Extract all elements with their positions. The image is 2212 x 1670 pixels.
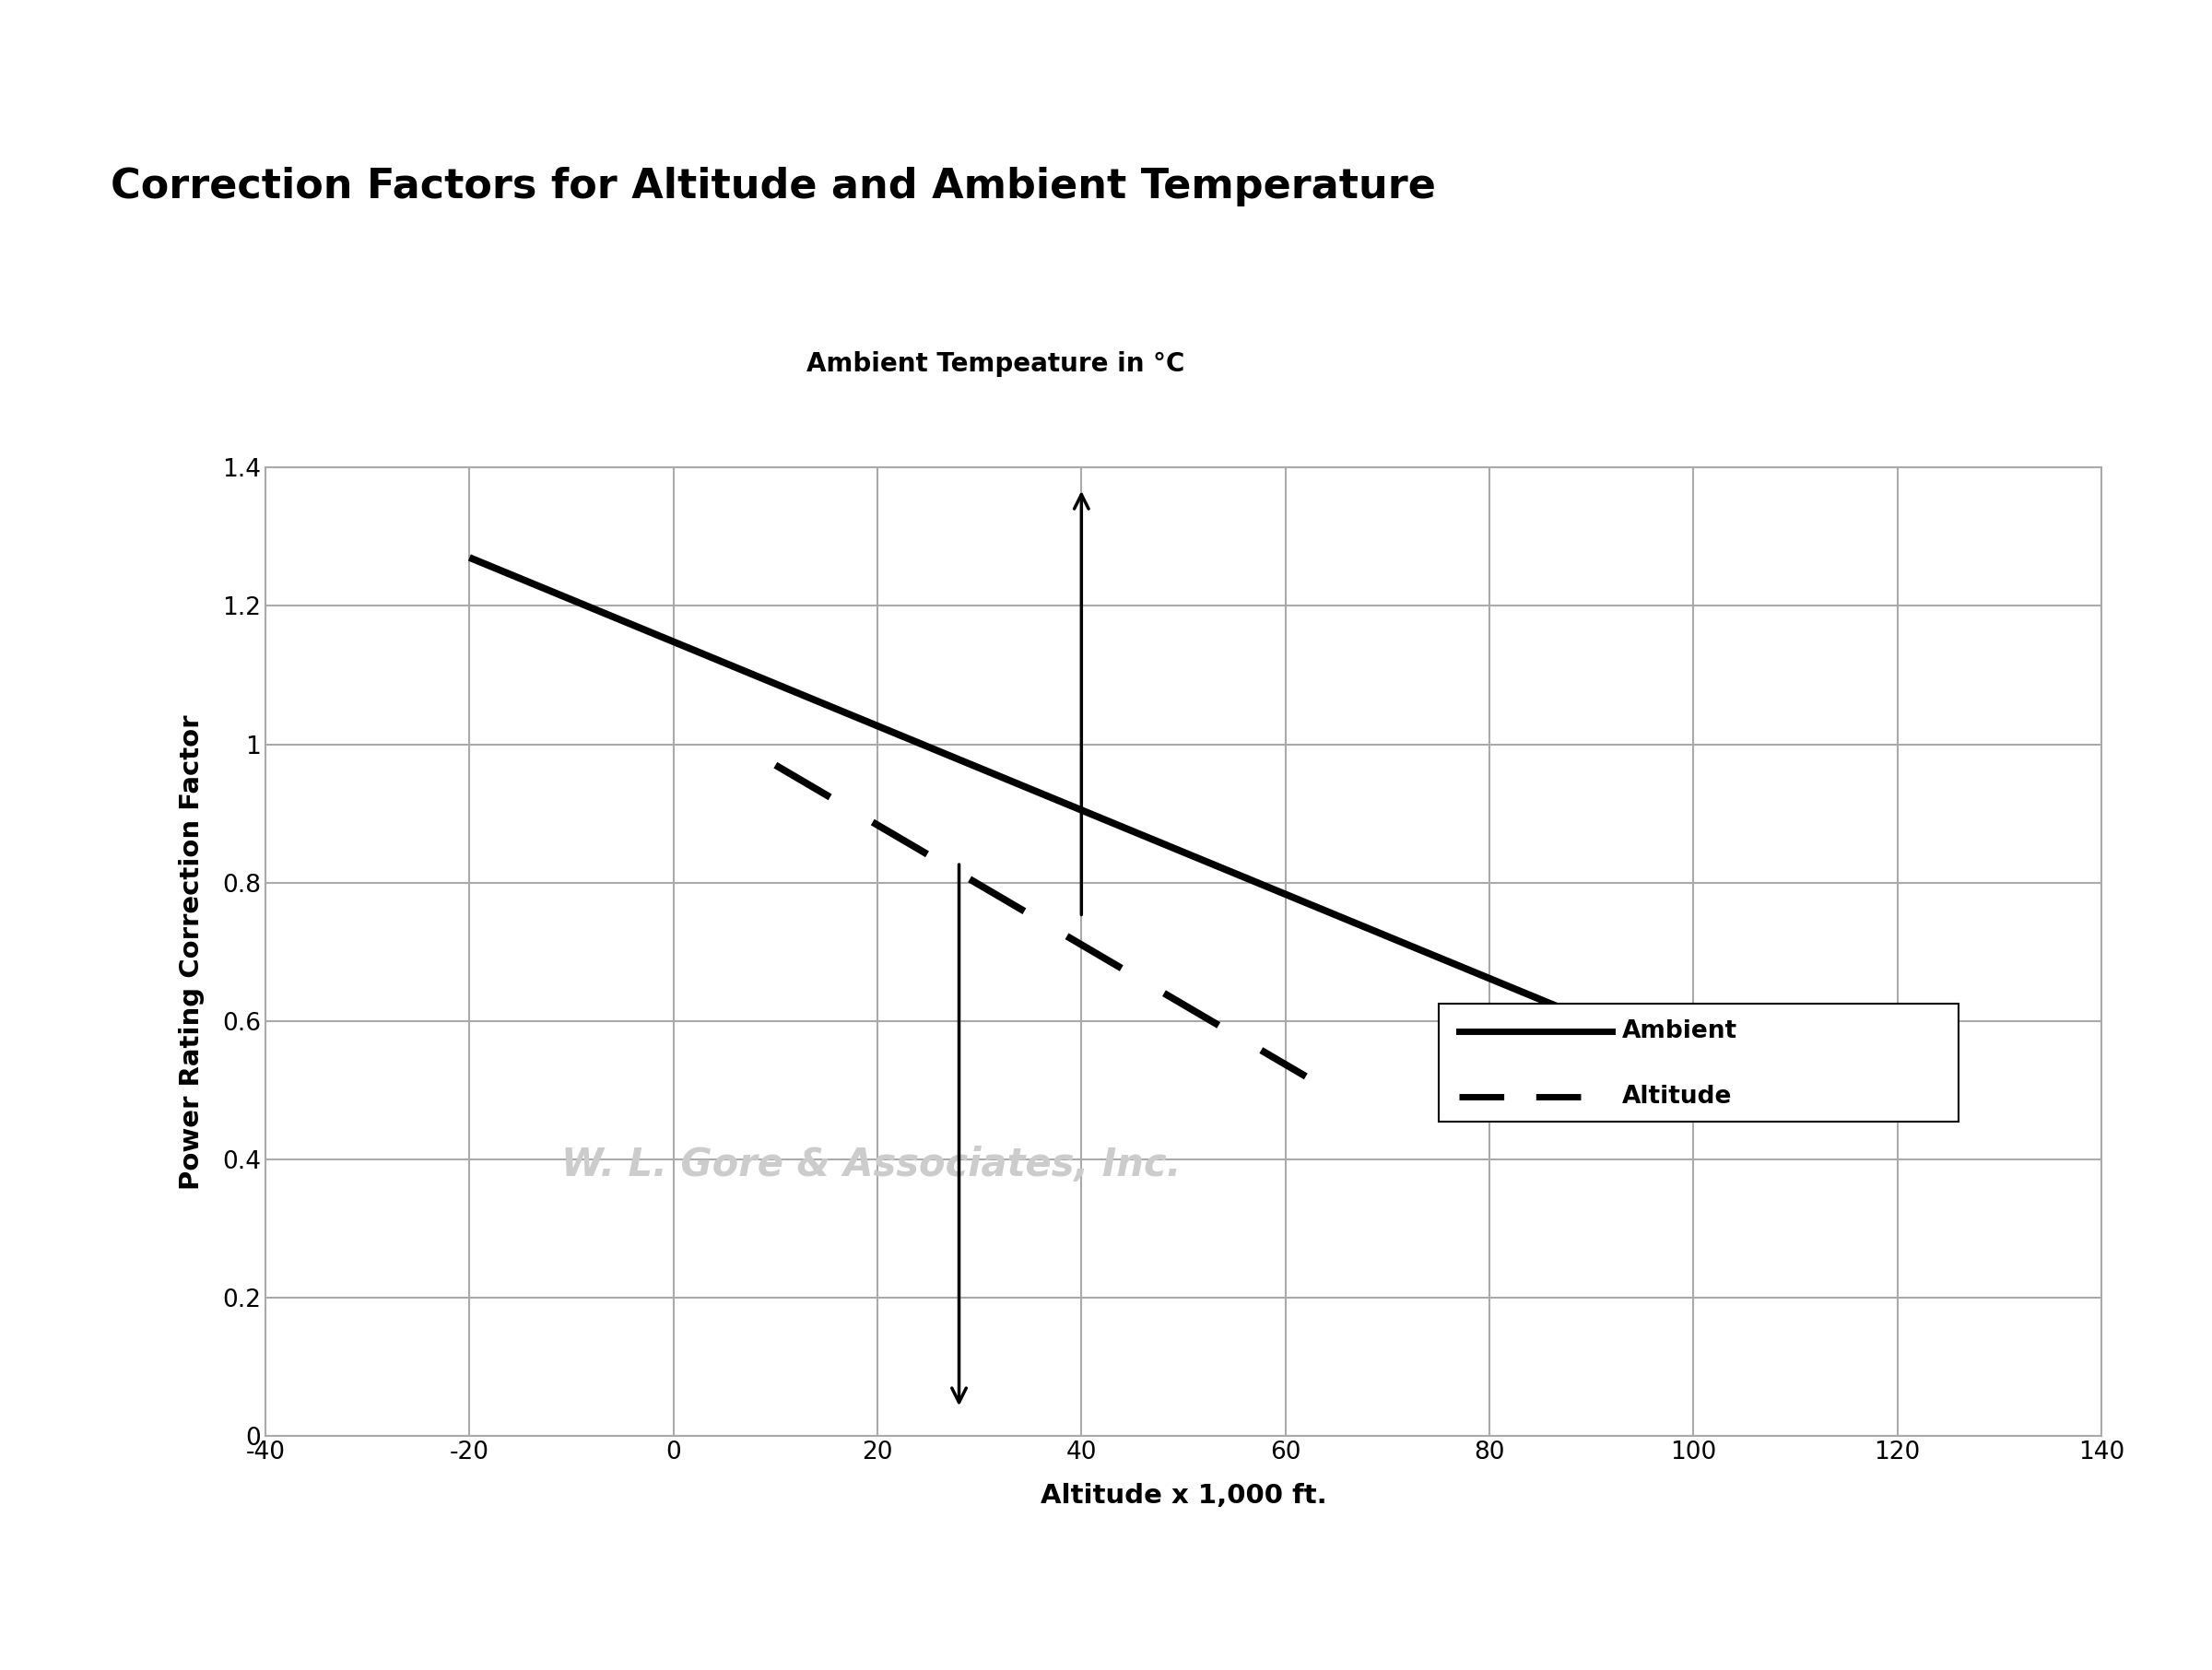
Text: Correction Factors for Altitude and Ambient Temperature: Correction Factors for Altitude and Ambi… [111, 167, 1436, 207]
X-axis label: Altitude x 1,000 ft.: Altitude x 1,000 ft. [1040, 1483, 1327, 1508]
Y-axis label: Power Rating Correction Factor: Power Rating Correction Factor [179, 715, 204, 1189]
Text: Ambient: Ambient [1621, 1019, 1736, 1044]
Bar [1438, 1004, 1958, 1122]
Text: Altitude: Altitude [1621, 1086, 1732, 1109]
Text: W. L. Gore & Associates, Inc.: W. L. Gore & Associates, Inc. [562, 1146, 1181, 1184]
Text: Ambient Tempeature in °C: Ambient Tempeature in °C [807, 351, 1183, 376]
